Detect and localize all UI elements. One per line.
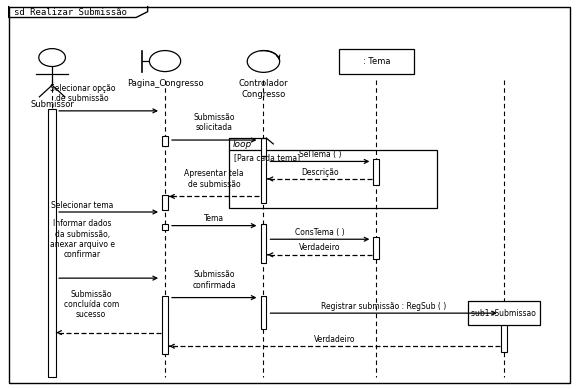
Text: Submissão
concluída com
sucesso: Submissão concluída com sucesso: [64, 289, 119, 319]
Text: [Para cada tema]: [Para cada tema]: [234, 153, 301, 162]
Bar: [261, 138, 266, 156]
Text: Selecionar tema: Selecionar tema: [52, 201, 113, 210]
Text: Registrar submissão : RegSub ( ): Registrar submissão : RegSub ( ): [321, 302, 446, 311]
Text: sd Realizar Submissão: sd Realizar Submissão: [14, 7, 127, 17]
Text: Informar dados
da submissão,
anexar arquivo e
confirmar: Informar dados da submissão, anexar arqu…: [50, 219, 115, 259]
Text: Tema: Tema: [204, 214, 224, 223]
Bar: [261, 156, 266, 203]
Text: sub1 :Submissao: sub1 :Submissao: [471, 308, 536, 318]
Bar: [261, 296, 266, 329]
Bar: [162, 136, 168, 146]
Bar: [162, 296, 168, 354]
Bar: [468, 301, 540, 325]
Text: Verdadeiro: Verdadeiro: [314, 335, 355, 344]
Bar: [48, 109, 56, 377]
Bar: [501, 311, 507, 352]
Text: ConsTema ( ): ConsTema ( ): [295, 228, 345, 237]
Text: Submissão
confirmada: Submissão confirmada: [192, 270, 236, 290]
Text: : Tema: : Tema: [362, 57, 390, 66]
Bar: [373, 237, 379, 259]
Bar: [162, 224, 168, 230]
Text: Descrição: Descrição: [301, 168, 339, 177]
Bar: [373, 159, 379, 185]
Text: Submissão
solicitada: Submissão solicitada: [193, 113, 235, 132]
Text: Pagina_Congresso: Pagina_Congresso: [127, 79, 203, 88]
Text: Controlador
Congresso: Controlador Congresso: [239, 79, 288, 99]
Text: Apresentar tela
de submissão: Apresentar tela de submissão: [185, 169, 244, 189]
Text: SelTema ( ): SelTema ( ): [299, 150, 341, 159]
Bar: [229, 150, 437, 208]
Text: Verdadeiro: Verdadeiro: [299, 244, 340, 252]
Bar: [339, 49, 414, 74]
Bar: [261, 224, 266, 263]
Text: Selecionar opção
de submissão: Selecionar opção de submissão: [50, 84, 115, 103]
Bar: [162, 194, 168, 210]
Text: loop: loop: [233, 140, 252, 149]
Text: Submissor: Submissor: [30, 100, 74, 109]
